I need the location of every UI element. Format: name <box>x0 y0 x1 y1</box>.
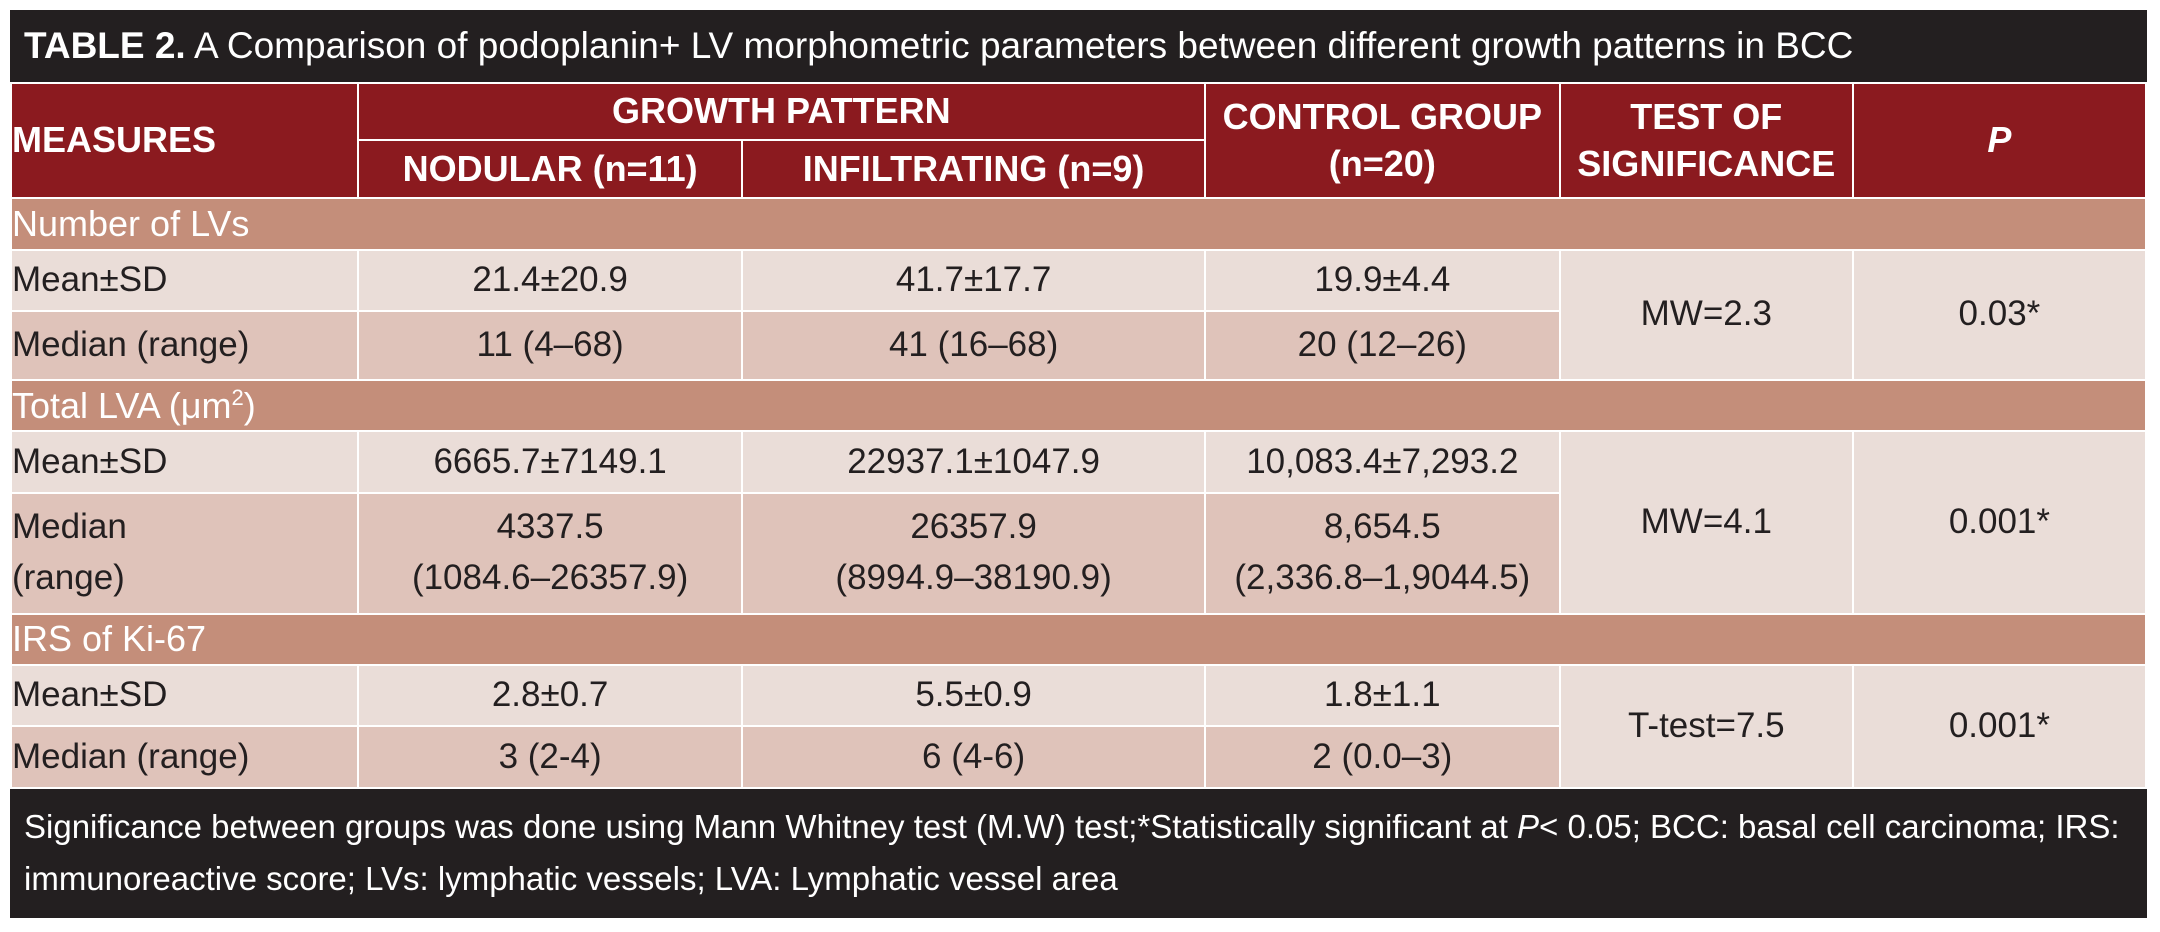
footnote-p: P <box>1517 808 1540 845</box>
cell-nodular: 6665.7±7149.1 <box>356 430 744 494</box>
cell-line1: 26357.9 <box>910 507 1037 547</box>
cell-infiltrating: 41 (16–68) <box>741 310 1206 381</box>
cell-p: 0.03* <box>1851 248 2148 381</box>
section-row: Total LVA (μm2) <box>10 378 2147 433</box>
cell-infiltrating: 5.5±0.9 <box>741 663 1206 728</box>
row-label-line2: (range) <box>12 558 125 598</box>
cell-test: T-test=7.5 <box>1558 663 1854 790</box>
table-row: Mean±SD 2.8±0.7 5.5±0.9 1.8±1.1 T-test=7… <box>10 663 2148 790</box>
cell-line2: (1084.6–26357.9) <box>411 558 689 598</box>
header-growth-pattern: GROWTH PATTERN <box>356 82 1206 141</box>
header-infiltrating: INFILTRATING (n=9) <box>741 138 1206 200</box>
row-label: Mean±SD <box>10 430 359 494</box>
cell-line2: (2,336.8–1,9044.5) <box>1234 558 1531 598</box>
cell-infiltrating: 6 (4-6) <box>741 725 1206 789</box>
cell-nodular: 21.4±20.9 <box>356 248 744 313</box>
section-total-lva-sup: 2 <box>231 384 244 410</box>
header-test-line1: TEST OF <box>1630 95 1783 137</box>
row-label: Median (range) <box>10 491 359 615</box>
cell-nodular: 11 (4–68) <box>356 310 744 381</box>
header-control-group: CONTROL GROUP (n=20) <box>1203 81 1561 200</box>
cell-test: MW=4.1 <box>1558 430 1854 615</box>
row-label: Median (range) <box>10 725 359 789</box>
header-test-line2: SIGNIFICANCE <box>1577 142 1836 184</box>
cell-control: 10,083.4±7,293.2 <box>1203 430 1561 494</box>
cell-test: MW=2.3 <box>1558 248 1854 381</box>
cell-control: 1.8±1.1 <box>1203 663 1561 728</box>
row-label-line1: Median <box>12 507 127 547</box>
cell-control: 8,654.5 (2,336.8–1,9044.5) <box>1203 491 1561 615</box>
section-row: Number of LVs <box>10 197 2147 251</box>
table-footnote: Significance between groups was done usi… <box>10 789 2147 918</box>
cell-nodular: 4337.5 (1084.6–26357.9) <box>356 491 744 615</box>
row-label: Median (range) <box>10 310 359 381</box>
cell-control: 19.9±4.4 <box>1203 248 1561 313</box>
cell-line1: 8,654.5 <box>1323 507 1441 547</box>
section-row: IRS of Ki-67 <box>10 612 2147 666</box>
table-row: Median (range) 11 (4–68) 41 (16–68) 20 (… <box>10 310 2146 381</box>
section-total-lva-text: Total LVA (μm <box>12 384 232 426</box>
cell-nodular: 3 (2-4) <box>356 725 744 789</box>
data-table: MEASURES GROWTH PATTERN CONTROL GROUP (n=… <box>10 81 2148 790</box>
table-figure: TABLE 2. A Comparison of podoplanin+ LV … <box>10 10 2148 918</box>
header-control-line2: (n=20) <box>1328 142 1436 184</box>
cell-line2: (8994.9–38190.9) <box>835 558 1112 598</box>
header-test-of-significance: TEST OF SIGNIFICANCE <box>1558 81 1854 200</box>
cell-p: 0.001* <box>1851 430 2148 615</box>
header-row-2: NODULAR (n=11) INFILTRATING (n=9) <box>11 138 2146 200</box>
row-label: Mean±SD <box>10 248 359 313</box>
cell-control: 2 (0.0–3) <box>1203 725 1561 789</box>
table-row: Median (range) 3 (2-4) 6 (4-6) 2 (0.0–3) <box>10 725 2146 789</box>
header-measures: MEASURES <box>10 81 359 200</box>
cell-control: 20 (12–26) <box>1203 310 1561 381</box>
table-row: Mean±SD 21.4±20.9 41.7±17.7 19.9±4.4 MW=… <box>10 248 2148 381</box>
section-irs-ki67: IRS of Ki-67 <box>10 612 2147 666</box>
table-title: TABLE 2. A Comparison of podoplanin+ LV … <box>10 10 2147 82</box>
cell-infiltrating: 22937.1±1047.9 <box>741 430 1206 494</box>
section-total-lva: Total LVA (μm2) <box>10 378 2147 433</box>
footnote-part2: < 0.05; BCC: basal cell carcinoma; IRS: … <box>24 808 2120 897</box>
table-caption: A Comparison of podoplanin+ LV morphomet… <box>193 25 1854 66</box>
header-nodular: NODULAR (n=11) <box>356 138 744 200</box>
table-row: Median (range) 4337.5 (1084.6–26357.9) 263… <box>10 491 2146 615</box>
table-number: TABLE 2. <box>24 25 186 66</box>
header-control-line1: CONTROL GROUP <box>1222 95 1542 137</box>
header-row-1: MEASURES GROWTH PATTERN CONTROL GROUP (n=… <box>10 81 2148 200</box>
table-row: Mean±SD 6665.7±7149.1 22937.1±1047.9 10,… <box>10 430 2148 615</box>
cell-p: 0.001* <box>1851 663 2148 790</box>
row-label: Mean±SD <box>10 663 359 728</box>
footnote-part1: Significance between groups was done usi… <box>24 808 1518 845</box>
header-p: P <box>1851 81 2148 200</box>
cell-nodular: 2.8±0.7 <box>356 663 744 728</box>
cell-line1: 4337.5 <box>496 507 604 547</box>
cell-infiltrating: 41.7±17.7 <box>741 248 1206 313</box>
section-number-of-lvs: Number of LVs <box>10 197 2147 251</box>
cell-infiltrating: 26357.9 (8994.9–38190.9) <box>741 491 1206 615</box>
section-total-lva-end: ) <box>243 384 256 426</box>
